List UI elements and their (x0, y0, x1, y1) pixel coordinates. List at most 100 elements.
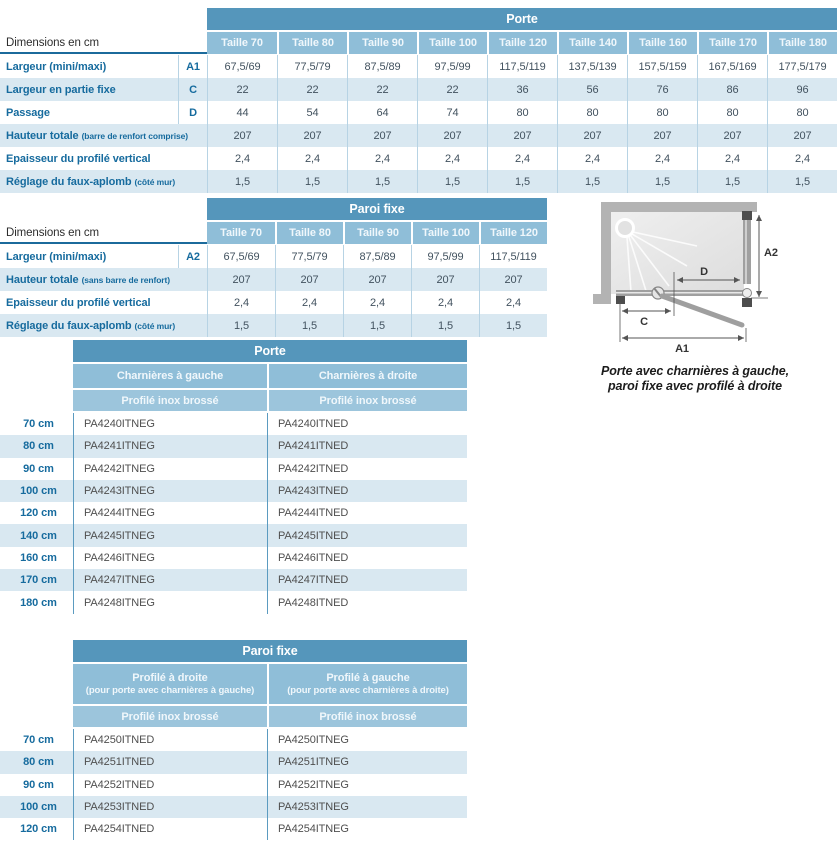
value-cell: 87,5/89 (347, 55, 417, 78)
value-cell: 1,5 (343, 314, 411, 337)
row-label-note: (côté mur) (134, 320, 176, 331)
value-cell: 1,5 (767, 170, 837, 193)
value-cell: 2,4 (207, 291, 275, 314)
header-spacer (0, 198, 207, 222)
row-label: Epaisseur du profilé vertical (0, 147, 207, 170)
size-label: 120 cm (20, 823, 57, 836)
value-cell: 207 (411, 268, 479, 291)
row-label: Passage (0, 101, 178, 124)
value-cell: 207 (207, 124, 277, 147)
table-row: Epaisseur du profilé vertical 2,4 2,4 2,4 2,… (0, 147, 837, 170)
value-cell: 97,5/99 (411, 245, 479, 268)
column-header: Taille 90 (343, 222, 411, 244)
value-cell: 2,4 (557, 147, 627, 170)
dim-label-d: D (700, 266, 708, 278)
diagram-caption: Porte avec charnières à gauche, paroi fi… (589, 364, 801, 394)
product-code: PA4247ITNEG (73, 569, 267, 592)
product-row: 180 cm PA4248ITNEG PA4248ITNED (0, 591, 467, 614)
wall-left-foot (593, 294, 611, 304)
size-label: 180 cm (20, 596, 57, 609)
row-dimension-code: D (178, 101, 207, 124)
column-header: Taille 180 (767, 32, 837, 54)
dimensions-unit-label: Dimensions en cm (0, 222, 207, 244)
product-code: PA4247ITNED (267, 569, 467, 592)
dim-label-a2: A2 (764, 247, 778, 259)
product-code: PA4241ITNED (267, 435, 467, 458)
product-row: 100 cm PA4243ITNEG PA4243ITNED (0, 479, 467, 503)
row-label: Largeur (mini/maxi) (0, 245, 178, 268)
value-cell: 1,5 (347, 170, 417, 193)
row-label-note: (sans barre de renfort) (81, 274, 170, 285)
dimensions-unit-label: Dimensions en cm (0, 32, 207, 54)
column-header: Taille 100 (417, 32, 487, 54)
column-header: Taille 90 (347, 32, 417, 54)
column-header: Taille 70 (207, 32, 277, 54)
product-row: 120 cm PA4244ITNEG PA4244ITNED (0, 502, 467, 525)
value-cell: 54 (277, 101, 347, 124)
value-cell: 2,4 (343, 291, 411, 314)
paroi-fixe-dimensions-title: Paroi fixe (207, 198, 547, 220)
diagram-caption-line2: paroi fixe avec profilé à droite (608, 379, 782, 393)
table-row: Largeur (mini/maxi) A1 67,5/69 77,5/79 87,5/… (0, 55, 837, 78)
value-cell: 207 (767, 124, 837, 147)
value-cell: 207 (627, 124, 697, 147)
value-cell: 207 (275, 268, 343, 291)
door-panel-open (659, 293, 745, 328)
size-column-headers: Taille 70 Taille 80 Taille 90 Taille 100 Tai… (207, 32, 837, 54)
product-code: PA4252ITNEG (267, 773, 467, 796)
product-row: 90 cm PA4242ITNEG PA4242ITNED (0, 457, 467, 480)
value-cell: 207 (343, 268, 411, 291)
finish-header: Profilé inox brossé (73, 706, 267, 727)
value-cell: 117,5/119 (487, 55, 557, 78)
row-label-text: Largeur en partie fixe (6, 83, 116, 96)
product-code: PA4243ITNED (267, 479, 467, 503)
value-cell: 1,5 (557, 170, 627, 193)
option-column-header: Charnières à droite (267, 364, 467, 388)
value-cell: 22 (347, 78, 417, 101)
wall-left (601, 202, 611, 304)
option-column-header: Profilé à gauche (pour porte avec charniè… (267, 664, 467, 704)
value-cell: 2,4 (767, 147, 837, 170)
value-cell: 137,5/139 (557, 55, 627, 78)
wall-top (601, 202, 757, 212)
size-label: 70 cm (23, 418, 54, 431)
finish-header: Profilé inox brossé (267, 706, 467, 727)
value-cell: 1,5 (627, 170, 697, 193)
value-cell: 207 (557, 124, 627, 147)
option-column-header: Profilé à droite (pour porte avec charniè… (73, 664, 267, 704)
row-label: Hauteur totale (sans barre de renfort) (0, 268, 207, 291)
value-cell: 207 (487, 124, 557, 147)
option-header-text: Profilé à droite (132, 671, 208, 684)
value-cell: 64 (347, 101, 417, 124)
product-code: PA4242ITNED (267, 457, 467, 480)
porte-dimensions-subheader: Dimensions en cm Taille 70 Taille 80 Taill… (0, 32, 837, 54)
product-code: PA4251ITNED (73, 751, 267, 774)
product-code: PA4242ITNEG (73, 457, 267, 480)
value-cell: 2,4 (479, 291, 547, 314)
value-cell: 80 (697, 101, 767, 124)
value-cell: 1,5 (207, 170, 277, 193)
product-code: PA4246ITNED (267, 546, 467, 570)
row-dimension-code: A1 (178, 55, 207, 78)
value-cell: 80 (487, 101, 557, 124)
porte-dimensions-body: Largeur (mini/maxi) A1 67,5/69 77,5/79 87,5/… (0, 55, 837, 193)
porte-codes-body: 70 cm PA4240ITNEG PA4240ITNED 80 cm PA4241IT… (0, 413, 467, 614)
table-row: Hauteur totale (barre de renfort comprise… (0, 124, 837, 147)
value-cell: 1,5 (479, 314, 547, 337)
option-header-text: Profilé à gauche (326, 671, 410, 684)
value-cell: 2,4 (417, 147, 487, 170)
column-header: Taille 120 (487, 32, 557, 54)
dim-label-c: C (640, 316, 648, 328)
paroi-fixe-dimensions-body: Largeur (mini/maxi) A2 67,5/69 77,5/79 87,5/… (0, 245, 547, 337)
paroi-fixe-product-codes-table: Paroi fixe Profilé à droite (pour porte a… (0, 640, 467, 841)
paroi-fixe-dimensions-header: Paroi fixe (0, 198, 547, 222)
row-label-note: (côté mur) (134, 176, 176, 187)
product-row: 120 cm PA4254ITNED PA4254ITNEG (0, 818, 467, 841)
product-code: PA4254ITNEG (267, 818, 467, 841)
column-header: Taille 70 (207, 222, 275, 244)
row-label-text: Passage (6, 106, 50, 119)
size-label: 80 cm (23, 756, 54, 769)
table-row: Largeur en partie fixe C 22 22 22 22 36 56 76 86 9… (0, 78, 837, 101)
value-cell: 86 (697, 78, 767, 101)
product-code: PA4243ITNEG (73, 479, 267, 503)
